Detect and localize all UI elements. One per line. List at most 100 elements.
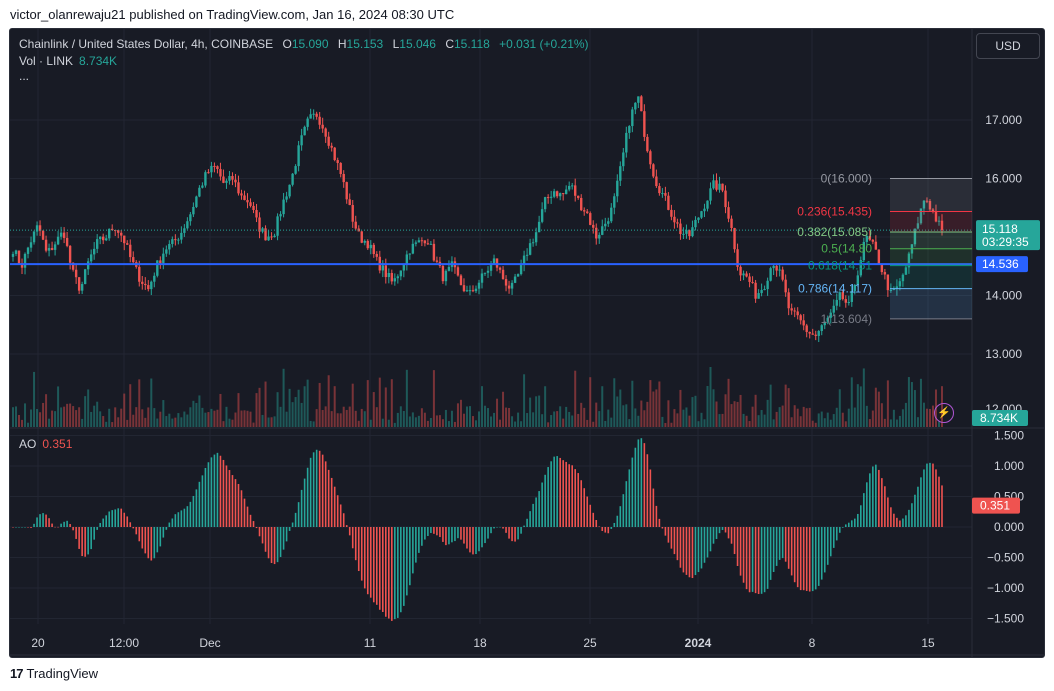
ao-bar	[246, 506, 249, 527]
volume-bar	[691, 397, 694, 427]
candle-body	[297, 145, 300, 167]
volume-bar	[450, 410, 453, 427]
volume-bar	[844, 421, 847, 427]
ao-bar	[234, 479, 237, 527]
candle-body	[613, 196, 616, 208]
volume-legend: Vol · LINK 8.734K	[19, 54, 123, 68]
ao-bar	[216, 452, 219, 527]
ao-bar	[192, 495, 195, 527]
candle-body	[561, 193, 565, 195]
candle-body	[258, 217, 261, 232]
candle-body	[537, 221, 541, 233]
candle-body	[120, 232, 123, 236]
ao-bar	[559, 457, 561, 527]
ao-bar	[556, 456, 558, 527]
candle-body	[237, 182, 240, 194]
volume-bar	[315, 409, 318, 427]
price-chart[interactable]: 0(16.000) 0.236(15.435) 0.382(15.085) 0.5(1…	[10, 29, 1044, 657]
ao-bar	[18, 527, 20, 528]
ao-bar	[481, 527, 483, 548]
volume-bar	[432, 370, 435, 427]
more-indicators-button[interactable]: ...	[19, 69, 30, 83]
ao-bar	[875, 464, 877, 527]
volume-bar	[919, 378, 922, 427]
volume-bar	[411, 412, 414, 427]
volume-bar	[192, 400, 195, 427]
candle-body	[129, 244, 132, 258]
volume-bar	[526, 413, 529, 427]
chart-panel[interactable]: 0(16.000) 0.236(15.435) 0.382(15.085) 0.5(1…	[9, 28, 1045, 658]
candle-body	[567, 185, 571, 190]
ao-bar	[255, 527, 258, 529]
volume-bar	[748, 421, 751, 427]
volume-bar	[823, 418, 826, 427]
ao-bar	[454, 527, 456, 542]
candle-body	[183, 228, 186, 233]
ao-bar	[658, 518, 661, 527]
currency-button[interactable]: USD	[976, 33, 1040, 59]
ao-bar	[899, 520, 901, 527]
ao-bar	[682, 527, 685, 573]
candle-body	[77, 277, 81, 291]
ao-bar	[354, 527, 357, 561]
candle-body	[540, 209, 544, 222]
candle-body	[619, 166, 622, 181]
candle-body	[354, 221, 357, 229]
ao-bar	[171, 518, 174, 527]
volume-bar	[363, 411, 366, 427]
ao-bar	[724, 527, 727, 533]
volume-bar	[27, 422, 30, 427]
volume-bar	[321, 410, 324, 427]
candle-body	[198, 187, 201, 197]
volume-bar	[246, 410, 249, 427]
ao-bar	[646, 454, 649, 527]
volume-bar	[162, 400, 165, 427]
volume-bar	[240, 410, 243, 427]
ao-bar	[237, 483, 240, 527]
volume-bar	[99, 411, 102, 427]
volume-bar	[760, 410, 763, 427]
candle-body	[697, 217, 700, 220]
lightning-icon[interactable]: ⚡	[934, 403, 954, 423]
ao-bar	[688, 527, 691, 578]
time-tick-label: 2024	[685, 636, 712, 650]
candle-body	[691, 227, 694, 237]
volume-bar	[862, 368, 865, 427]
ao-bar	[655, 505, 658, 527]
volume-bar	[399, 406, 402, 427]
candle-body	[303, 126, 306, 136]
ao-bar	[472, 527, 474, 555]
volume-bar	[688, 415, 691, 427]
ao-bar	[769, 527, 772, 580]
candle-body	[339, 163, 342, 174]
volume-bar	[679, 389, 682, 427]
ao-bar	[676, 527, 679, 561]
volume-bar	[258, 387, 261, 427]
ao-bar	[499, 526, 501, 528]
candle-body	[676, 222, 679, 224]
candle-body	[513, 276, 517, 283]
candle-body	[688, 230, 691, 237]
change-value: +0.031 (+0.21%)	[499, 37, 589, 51]
ao-bar	[905, 515, 907, 527]
ao-bar	[869, 473, 871, 527]
fib-level-label: 0.236(15.435)	[797, 205, 872, 219]
candle-body	[790, 308, 793, 311]
volume-bar	[123, 393, 126, 427]
volume-bar	[793, 405, 796, 427]
ao-bar	[324, 461, 327, 527]
volume-bar	[141, 409, 144, 427]
ao-bar	[433, 527, 435, 534]
footer-brand[interactable]: 17 TradingView	[10, 666, 98, 681]
high-label: H	[337, 37, 347, 51]
ao-bar	[664, 527, 667, 536]
ao-bar	[911, 503, 913, 527]
candle-body	[916, 223, 920, 229]
volume-bar	[601, 386, 604, 427]
volume-bar	[637, 415, 640, 427]
candle-body	[207, 172, 210, 174]
volume-bar	[667, 400, 670, 427]
volume-bar	[468, 406, 471, 427]
candle-body	[922, 200, 926, 209]
ao-tick-label: 1.500	[994, 429, 1024, 443]
